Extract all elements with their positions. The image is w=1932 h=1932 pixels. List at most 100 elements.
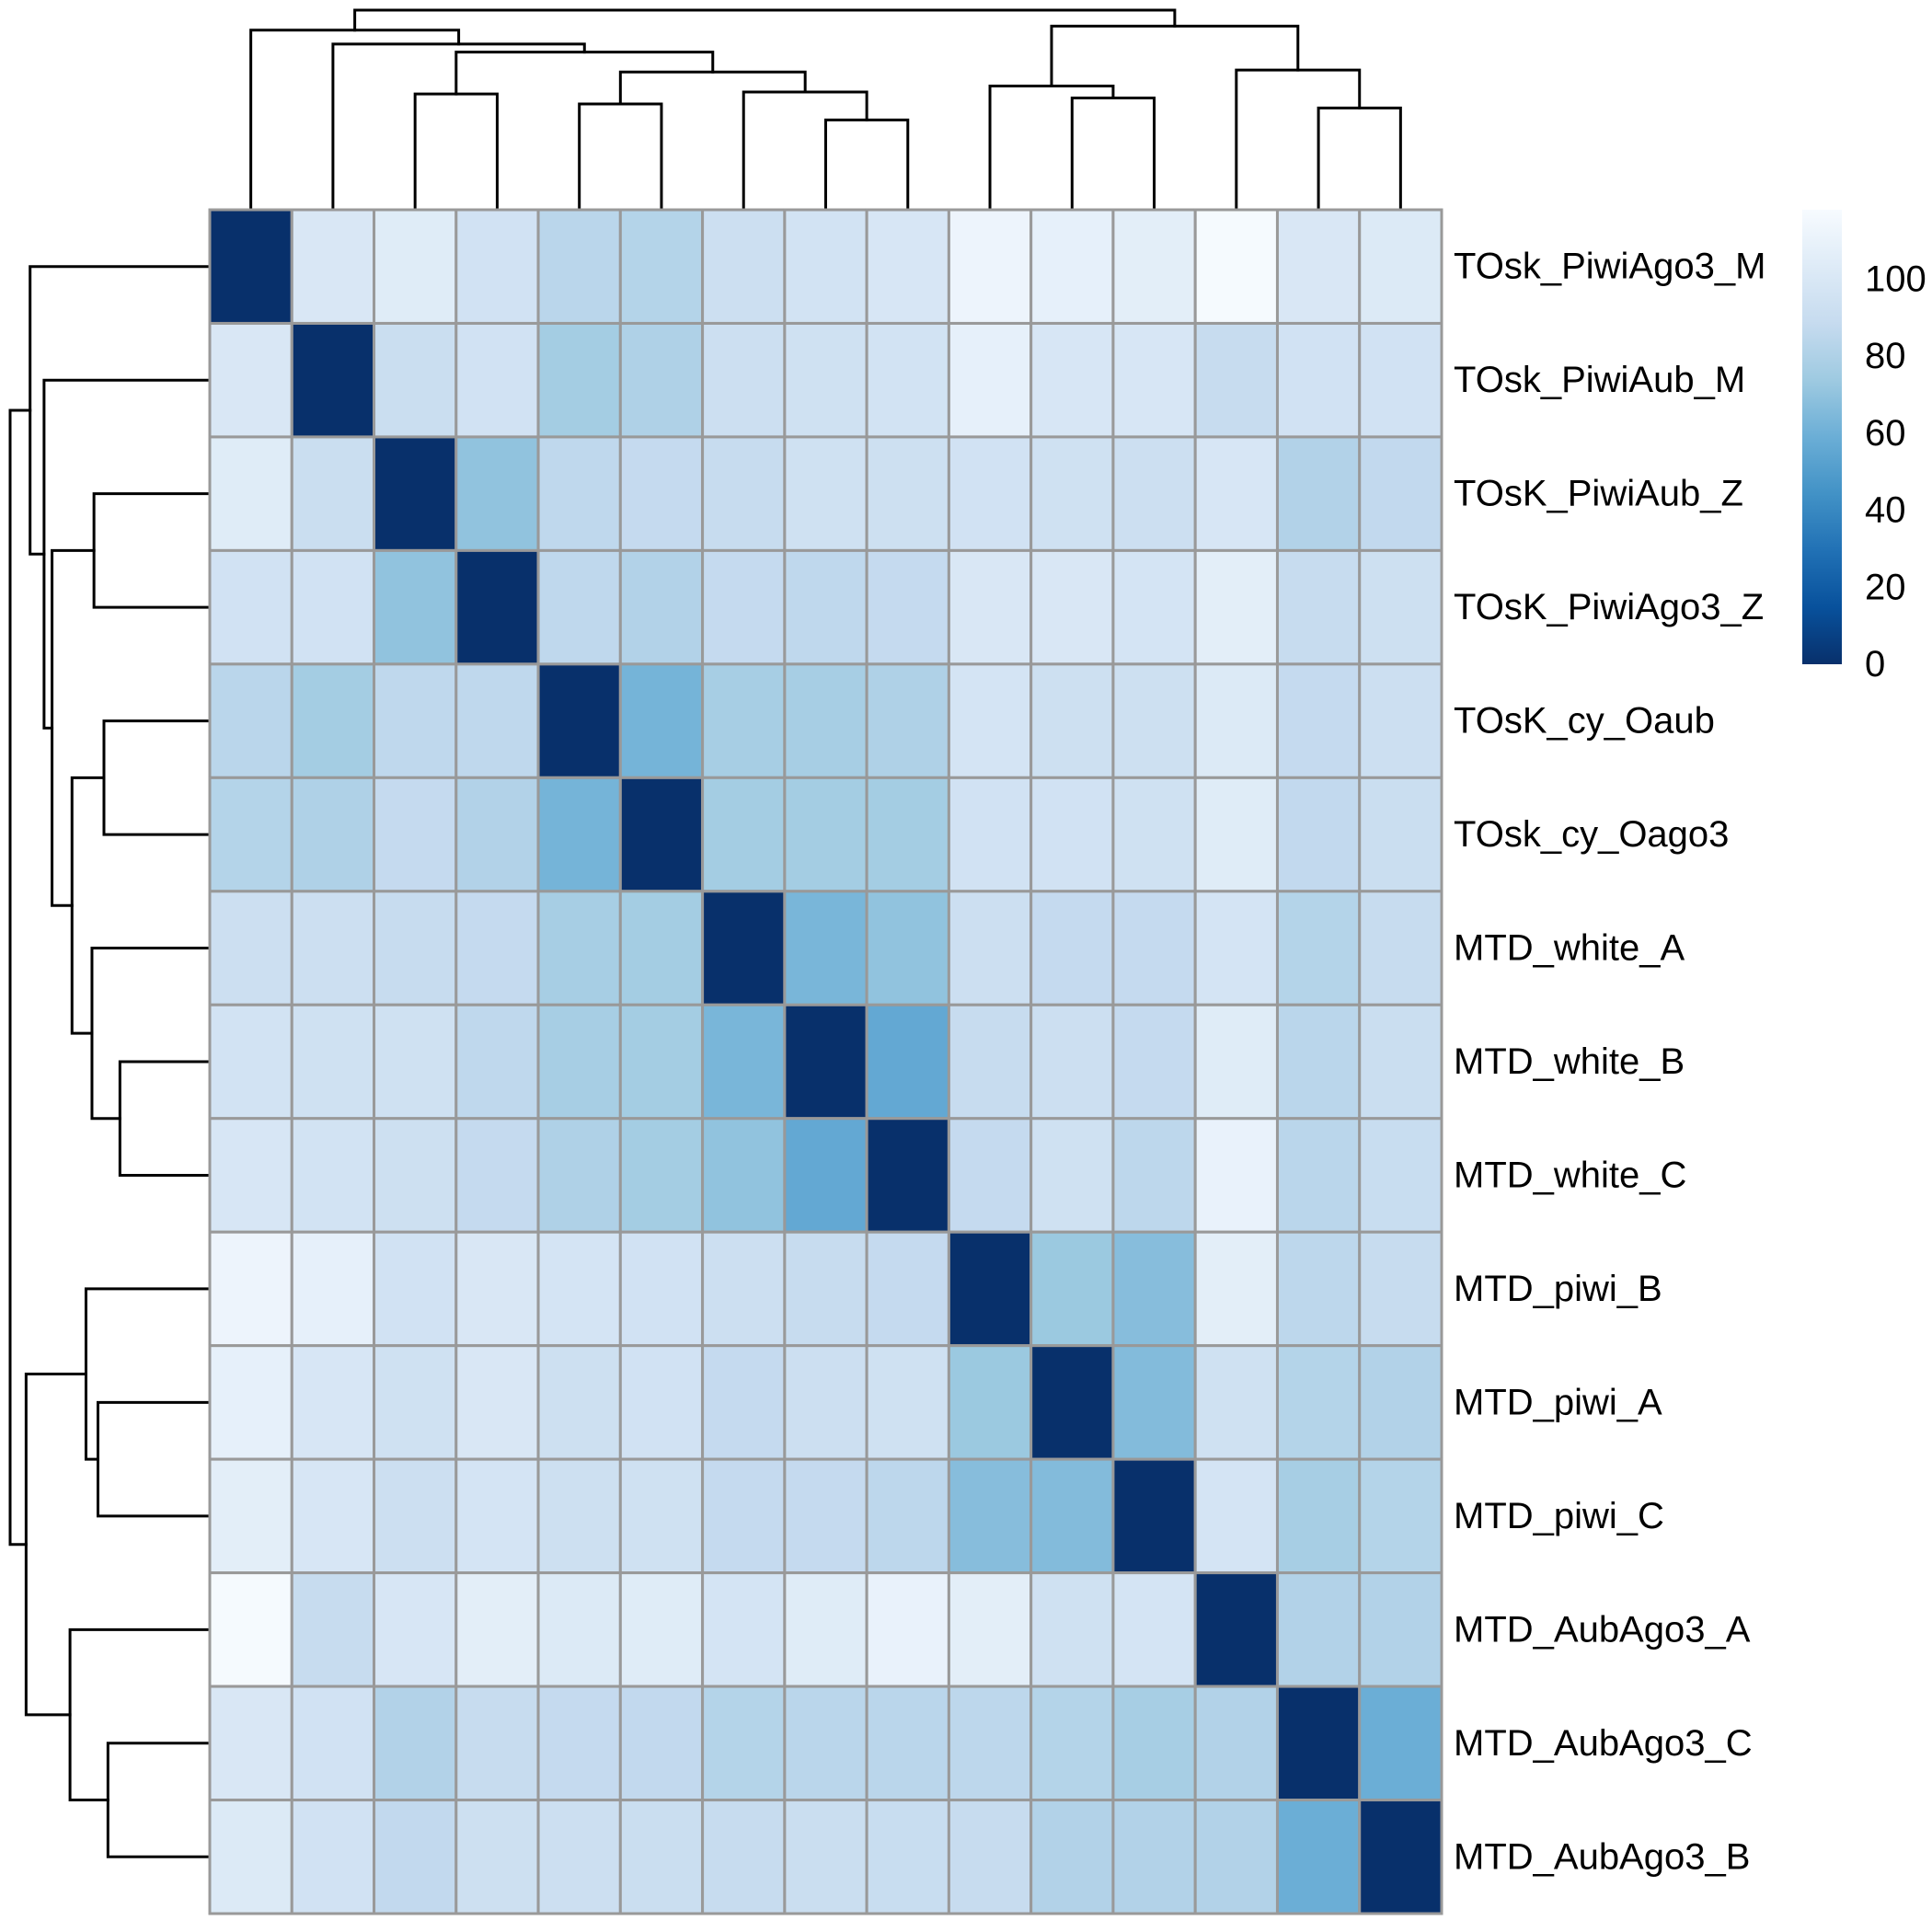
heatmap-cell: TOsk_PiwiAub_M / TOsk_PiwiAgo3_M: 100: [208, 321, 293, 439]
heatmap-cell: MTD_AubAgo3_B / TOsK_cy_Oaub: 92: [536, 1799, 622, 1915]
heatmap-cell: MTD_white_A / MTD_white_B: 63: [783, 890, 868, 1006]
legend-tick-label: 100: [1865, 259, 1926, 299]
heatmap-cell: MTD_AubAgo3_C / MTD_piwi_B: 85: [947, 1685, 1033, 1802]
heatmap-cell: MTD_piwi_C / TOsK_cy_Oaub: 93: [536, 1457, 622, 1575]
row-label: MTD_white_A: [1454, 928, 1685, 969]
heatmap-cell: MTD_white_B / MTD_piwi_A: 92: [1029, 1003, 1115, 1121]
heatmap-cell: MTD_AubAgo3_C / MTD_piwi_C: 77: [1111, 1685, 1197, 1802]
heatmap-cell: TOsK_PiwiAub_Z / TOsK_PiwiAgo3_Z: 70: [454, 435, 540, 552]
heatmap-cell: TOsK_cy_Oaub / MTD_white_A: 77: [701, 662, 787, 779]
heatmap-cell: MTD_white_A / MTD_AubAgo3_B: 89: [1358, 890, 1443, 1006]
legend-ticks: 0 20 40 60 80 100: [1865, 259, 1926, 684]
heatmap-cell: MTD_AubAgo3_B / MTD_AubAgo3_A: 81: [1193, 1799, 1279, 1915]
heatmap-cell: TOsK_cy_Oaub / TOsK_PiwiAgo3_Z: 86: [454, 662, 540, 779]
heatmap-cell: TOsK_cy_Oaub / MTD_AubAgo3_C: 88: [1275, 662, 1362, 779]
row-dendrogram-branch: [8, 408, 32, 1547]
row-dendrogram-branch: [24, 1373, 87, 1717]
heatmap-cell: TOsK_PiwiAub_Z / TOsK_cy_Oaub: 86: [536, 435, 622, 552]
heatmap-cell: MTD_AubAgo3_B / MTD_AubAgo3_C: 59: [1275, 1799, 1362, 1915]
row-dendrogram-branch: [90, 947, 212, 1121]
heatmap-cell: TOsK_PiwiAub_Z / MTD_piwi_B: 95: [947, 435, 1033, 552]
heatmap-cell: TOsk_PiwiAub_M / MTD_piwi_B: 108: [947, 321, 1033, 439]
heatmap-cell: MTD_piwi_C / MTD_AubAgo3_C: 77: [1275, 1457, 1362, 1575]
column-dendrogram-branch: [413, 92, 499, 212]
heatmap-cell: TOsK_cy_Oaub / MTD_AubAgo3_B: 92: [1358, 662, 1443, 779]
heatmap-cell: MTD_AubAgo3_C / MTD_AubAgo3_B: 59: [1358, 1685, 1443, 1802]
heatmap-cell: TOsk_PiwiAgo3_M / TOsK_cy_Oaub: 84: [536, 208, 622, 325]
column-dendrogram-branch: [824, 118, 910, 212]
heatmap-cell: MTD_piwi_B / TOsk_PiwiAgo3_M: 112: [208, 1230, 293, 1348]
legend-tick-label: 0: [1865, 644, 1885, 684]
heatmap-cell: TOsK_cy_Oaub / TOsK_PiwiAub_Z: 86: [373, 662, 458, 779]
heatmap-cell: TOsK_PiwiAub_Z / TOsk_cy_Oago3: 88: [618, 435, 705, 552]
heatmap-cell: MTD_piwi_B / TOsK_PiwiAgo3_Z: 100: [454, 1230, 540, 1348]
heatmap-cell: MTD_piwi_C / TOsK_PiwiAub_Z: 92: [373, 1457, 458, 1575]
row-label: TOsK_PiwiAgo3_Z: [1454, 587, 1764, 627]
column-dendrogram-branch: [618, 70, 807, 106]
heatmap-cell: MTD_AubAgo3_B / TOsK_PiwiAgo3_Z: 93: [454, 1799, 540, 1915]
column-dendrogram-branch: [249, 29, 461, 212]
heatmap-cell: TOsK_PiwiAub_Z / TOsk_PiwiAgo3_M: 104: [208, 435, 293, 552]
heatmap-cell: TOsK_PiwiAub_Z / MTD_white_A: 89: [701, 435, 787, 552]
heatmap-cell: TOsk_PiwiAub_M / MTD_piwi_C: 99: [1111, 321, 1197, 439]
heatmap-cell: TOsK_PiwiAub_Z / MTD_piwi_A: 94: [1029, 435, 1115, 552]
heatmap-cell: TOsK_PiwiAgo3_Z / TOsk_cy_Oago3: 81: [618, 548, 705, 666]
heatmap-cell: MTD_white_C / MTD_piwi_C: 85: [1111, 1117, 1197, 1234]
heatmap-cell: TOsk_PiwiAgo3_M / MTD_white_A: 92: [701, 208, 787, 325]
row-label: TOsk_PiwiAub_M: [1454, 360, 1745, 400]
row-labels: TOsk_PiwiAgo3_M TOsk_PiwiAub_M TOsK_PiwiAu…: [1454, 247, 1765, 1878]
heatmap-cell: TOsK_cy_Oaub / TOsK_cy_Oaub: 0: [536, 662, 622, 779]
heatmap-cell: TOsk_PiwiAgo3_M / TOsk_PiwiAub_M: 100: [290, 208, 376, 325]
heatmap-cell: MTD_piwi_C / MTD_piwi_C: 0: [1111, 1457, 1197, 1575]
row-dendrogram-branch: [102, 719, 212, 836]
row-label: TOsk_cy_Oago3: [1454, 814, 1729, 855]
heatmap-cell: MTD_white_A / TOsK_cy_Oaub: 77: [536, 890, 622, 1006]
legend-tick-label: 40: [1865, 490, 1906, 531]
heatmap-cell: MTD_AubAgo3_A / MTD_AubAgo3_A: 0: [1193, 1571, 1279, 1688]
heatmap-cell: MTD_piwi_A / MTD_piwi_B: 73: [947, 1344, 1033, 1461]
column-dendrogram-branch: [331, 42, 586, 212]
heatmap-cell: TOsk_PiwiAgo3_M / TOsK_PiwiAub_Z: 104: [373, 208, 458, 325]
heatmap-cell: TOsk_PiwiAub_M / MTD_white_B: 94: [783, 321, 868, 439]
heatmap-cell: MTD_white_B / TOsK_PiwiAub_Z: 94: [373, 1003, 458, 1121]
heatmap-cell: MTD_piwi_C / MTD_white_C: 85: [865, 1457, 950, 1575]
heatmap-cell: TOsk_PiwiAgo3_M / MTD_piwi_A: 108: [1029, 208, 1115, 325]
heatmap-cell: TOsk_PiwiAgo3_M / MTD_white_B: 96: [783, 208, 868, 325]
heatmap-cell: MTD_AubAgo3_A / TOsk_PiwiAgo3_M: 117: [208, 1571, 293, 1688]
row-dendrogram-branch: [96, 1400, 212, 1518]
row-label: MTD_AubAgo3_C: [1454, 1723, 1753, 1764]
heatmap-cell: TOsk_PiwiAub_M / TOsk_cy_Oago3: 80: [618, 321, 705, 439]
heatmap-cell: MTD_white_B / MTD_piwi_B: 89: [947, 1003, 1033, 1121]
heatmap-cell: TOsK_cy_Oaub / MTD_piwi_B: 97: [947, 662, 1033, 779]
heatmap-cell: MTD_piwi_A / TOsk_PiwiAgo3_M: 108: [208, 1344, 293, 1461]
heatmap-cell: MTD_piwi_A / MTD_AubAgo3_C: 82: [1275, 1344, 1362, 1461]
row-label: MTD_AubAgo3_A: [1454, 1609, 1751, 1650]
heatmap-cell: TOsk_PiwiAgo3_M / TOsk_cy_Oago3: 82: [618, 208, 705, 325]
column-dendrogram-branch: [1050, 24, 1300, 87]
heatmap-cell: MTD_AubAgo3_C / TOsK_cy_Oaub: 88: [536, 1685, 622, 1802]
heatmap-cell: MTD_AubAgo3_C / MTD_AubAgo3_A: 81: [1193, 1685, 1279, 1802]
heatmap-cell: TOsk_PiwiAub_M / MTD_white_A: 92: [701, 321, 787, 439]
heatmap-cell: MTD_piwi_A / TOsk_PiwiAub_M: 99: [290, 1344, 376, 1461]
heatmap-cell: TOsk_cy_Oago3 / MTD_white_A: 76: [701, 776, 787, 893]
heatmap-cell: MTD_AubAgo3_B / TOsk_PiwiAgo3_M: 102: [208, 1799, 293, 1915]
heatmap-cell: MTD_white_B / TOsk_cy_Oago3: 76: [618, 1003, 705, 1121]
heatmap-cell: TOsK_PiwiAgo3_Z / MTD_white_A: 88: [701, 548, 787, 666]
row-dendrogram-branch: [70, 776, 106, 1035]
row-label: MTD_white_B: [1454, 1041, 1685, 1082]
column-dendrogram-branch: [1235, 68, 1362, 212]
heatmap-cell: MTD_white_B / TOsk_PiwiAub_M: 94: [290, 1003, 376, 1121]
heatmap-cell: MTD_white_C / TOsK_PiwiAgo3_Z: 88: [454, 1117, 540, 1234]
heatmap-cell: MTD_piwi_B / MTD_AubAgo3_A: 106: [1193, 1230, 1279, 1348]
heatmap-cell: MTD_white_A / TOsK_PiwiAub_Z: 89: [373, 890, 458, 1006]
heatmap-cell: MTD_white_A / MTD_white_C: 70: [865, 890, 950, 1006]
row-label: MTD_piwi_A: [1454, 1382, 1662, 1422]
column-dendrogram-branch: [353, 8, 1177, 32]
row-dendrogram-branch: [29, 265, 212, 556]
heatmap-cell: TOsK_cy_Oaub / MTD_white_C: 80: [865, 662, 950, 779]
heatmap-cell: MTD_white_B / TOsK_cy_Oaub: 77: [536, 1003, 622, 1121]
heatmap-cell: MTD_AubAgo3_C / TOsK_PiwiAgo3_Z: 89: [454, 1685, 540, 1802]
heatmap-cell: MTD_white_B / MTD_white_A: 63: [701, 1003, 787, 1121]
heatmap-cell: TOsk_PiwiAub_M / TOsk_PiwiAub_M: 0: [290, 321, 376, 439]
heatmap-cell: MTD_piwi_C / MTD_AubAgo3_B: 82: [1358, 1457, 1443, 1575]
